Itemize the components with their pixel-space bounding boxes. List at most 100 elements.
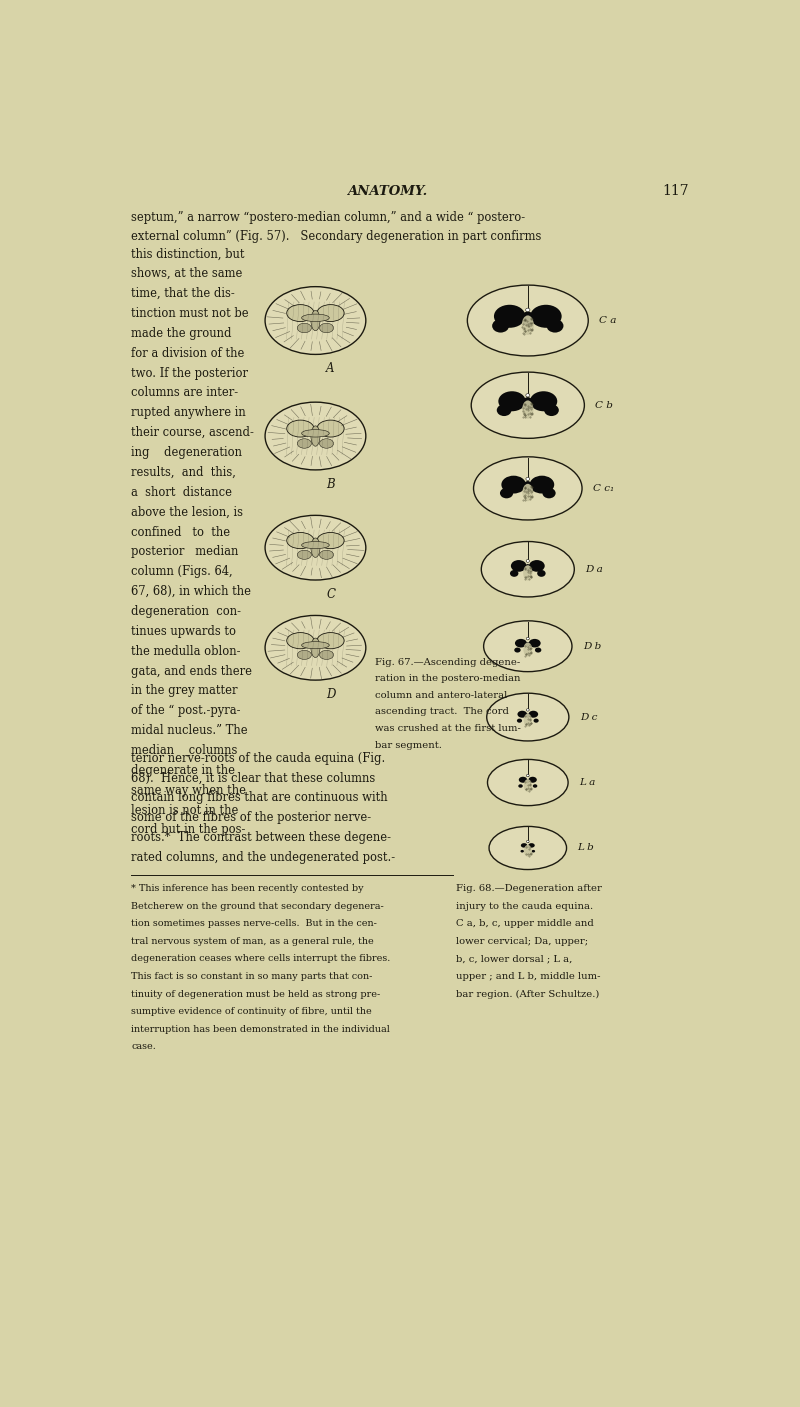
Text: a  short  distance: a short distance — [131, 485, 232, 498]
Ellipse shape — [497, 404, 511, 416]
Text: column and antero-lateral: column and antero-lateral — [375, 691, 507, 699]
Ellipse shape — [518, 711, 527, 718]
Ellipse shape — [489, 826, 566, 870]
Text: B: B — [326, 477, 335, 491]
Ellipse shape — [474, 457, 582, 521]
Text: their course, ascend-: their course, ascend- — [131, 426, 254, 439]
Ellipse shape — [317, 532, 344, 549]
Text: C c₁: C c₁ — [593, 484, 614, 492]
Text: ANATOMY.: ANATOMY. — [346, 184, 427, 197]
Text: septum,” a narrow “postero-median column,” and a wide “ postero-: septum,” a narrow “postero-median column… — [131, 211, 525, 224]
Text: L a: L a — [579, 778, 595, 787]
Ellipse shape — [500, 488, 513, 498]
Ellipse shape — [522, 311, 534, 326]
Text: in the grey matter: in the grey matter — [131, 684, 238, 698]
Text: D a: D a — [585, 564, 603, 574]
Ellipse shape — [526, 846, 529, 848]
Ellipse shape — [511, 560, 526, 571]
Ellipse shape — [522, 315, 534, 335]
Ellipse shape — [510, 570, 518, 577]
Ellipse shape — [302, 429, 330, 438]
Text: terior nerve-roots of the cauda equina (Fig.: terior nerve-roots of the cauda equina (… — [131, 751, 386, 765]
Text: this distinction, but: this distinction, but — [131, 248, 245, 260]
Ellipse shape — [533, 784, 538, 788]
Text: lesion is not in the: lesion is not in the — [131, 803, 238, 816]
Text: C a: C a — [599, 317, 617, 325]
Text: posterior   median: posterior median — [131, 546, 238, 559]
Ellipse shape — [526, 560, 530, 563]
Text: * This inference has been recently contested by: * This inference has been recently conte… — [131, 884, 364, 893]
Ellipse shape — [311, 639, 320, 657]
Ellipse shape — [311, 311, 320, 331]
Text: C: C — [326, 588, 335, 601]
Ellipse shape — [526, 774, 530, 777]
Text: C a, b, c, upper middle and: C a, b, c, upper middle and — [457, 919, 594, 929]
Text: ascending tract.  The cord: ascending tract. The cord — [375, 708, 509, 716]
Text: D: D — [326, 688, 335, 701]
Ellipse shape — [502, 476, 526, 494]
Text: some of the fibres of the posterior nerve-: some of the fibres of the posterior nerv… — [131, 812, 371, 825]
Ellipse shape — [319, 550, 334, 560]
Text: case.: case. — [131, 1043, 156, 1051]
Ellipse shape — [544, 404, 559, 416]
Text: bar region. (After Schultze.): bar region. (After Schultze.) — [457, 989, 600, 999]
Ellipse shape — [521, 843, 527, 847]
Ellipse shape — [522, 401, 534, 419]
Text: time, that the dis-: time, that the dis- — [131, 287, 234, 300]
Ellipse shape — [529, 560, 545, 571]
Ellipse shape — [526, 709, 530, 711]
Ellipse shape — [317, 421, 344, 438]
Ellipse shape — [523, 566, 533, 581]
Ellipse shape — [317, 304, 344, 322]
Ellipse shape — [529, 639, 541, 647]
Text: This fact is so constant in so many parts that con-: This fact is so constant in so many part… — [131, 972, 372, 981]
Ellipse shape — [537, 570, 546, 577]
Ellipse shape — [298, 650, 311, 660]
Text: 117: 117 — [662, 184, 689, 198]
Ellipse shape — [523, 643, 532, 657]
Ellipse shape — [265, 402, 366, 470]
Ellipse shape — [524, 779, 532, 792]
Text: 68).  Hence, it is clear that these columns: 68). Hence, it is clear that these colum… — [131, 771, 375, 785]
Text: contain long fibres that are continuous with: contain long fibres that are continuous … — [131, 792, 388, 805]
Ellipse shape — [535, 647, 542, 653]
Ellipse shape — [517, 719, 522, 723]
Ellipse shape — [319, 439, 334, 449]
Text: made the ground: made the ground — [131, 326, 231, 340]
Ellipse shape — [286, 304, 314, 322]
Text: tral nervous system of man, as a general rule, the: tral nervous system of man, as a general… — [131, 937, 374, 946]
Text: Betcherew on the ground that secondary degenera-: Betcherew on the ground that secondary d… — [131, 902, 384, 910]
Text: rupted anywhere in: rupted anywhere in — [131, 407, 246, 419]
Ellipse shape — [265, 515, 366, 580]
Ellipse shape — [319, 324, 334, 332]
Ellipse shape — [265, 287, 366, 355]
Ellipse shape — [528, 843, 534, 847]
Text: gata, and ends there: gata, and ends there — [131, 664, 252, 678]
Ellipse shape — [523, 481, 533, 492]
Ellipse shape — [467, 286, 588, 356]
Ellipse shape — [298, 550, 311, 560]
Ellipse shape — [286, 421, 314, 438]
Text: two. If the posterior: two. If the posterior — [131, 367, 248, 380]
Text: tinues upwards to: tinues upwards to — [131, 625, 236, 637]
Ellipse shape — [302, 314, 330, 322]
Text: tion sometimes passes nerve-cells.  But in the cen-: tion sometimes passes nerve-cells. But i… — [131, 919, 377, 929]
Text: for a division of the: for a division of the — [131, 346, 244, 360]
Text: L b: L b — [578, 843, 594, 853]
Text: interruption has been demonstrated in the individual: interruption has been demonstrated in th… — [131, 1024, 390, 1034]
Text: injury to the cauda equina.: injury to the cauda equina. — [457, 902, 594, 910]
Text: midal nucleus.” The: midal nucleus.” The — [131, 725, 248, 737]
Ellipse shape — [302, 542, 330, 549]
Ellipse shape — [525, 564, 531, 571]
Ellipse shape — [494, 305, 526, 328]
Ellipse shape — [522, 397, 533, 409]
Text: shows, at the same: shows, at the same — [131, 267, 242, 280]
Ellipse shape — [526, 840, 529, 843]
Text: tinction must not be: tinction must not be — [131, 307, 249, 319]
Text: rated columns, and the undegenerated post.-: rated columns, and the undegenerated pos… — [131, 851, 395, 864]
Ellipse shape — [286, 633, 314, 649]
Ellipse shape — [529, 777, 537, 782]
Ellipse shape — [522, 484, 534, 501]
Ellipse shape — [317, 633, 344, 649]
Text: degeneration  con-: degeneration con- — [131, 605, 241, 618]
